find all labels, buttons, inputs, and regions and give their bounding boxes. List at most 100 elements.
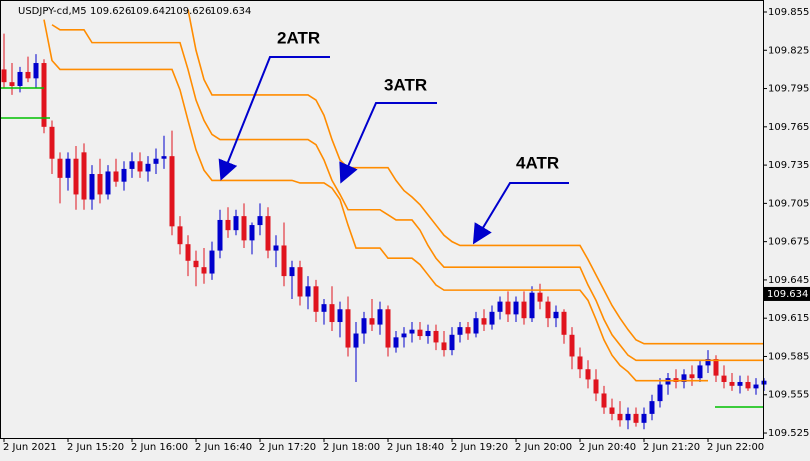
quote-value: 109.634	[210, 6, 251, 17]
y-tick-label: 109.615	[768, 313, 809, 324]
candle-body	[65, 158, 71, 178]
candle-body	[401, 333, 407, 338]
candle-body	[273, 245, 279, 251]
atr-line	[187, 9, 764, 345]
y-tick-label: 109.525	[768, 428, 809, 439]
candle-body	[561, 311, 567, 335]
candle-body	[1, 69, 7, 83]
y-tick-label: 109.765	[768, 122, 809, 133]
x-tick-label: 2 Jun 20:40	[579, 442, 636, 453]
candle-body	[81, 152, 87, 200]
candle-body	[169, 156, 175, 227]
x-tick-label: 2 Jun 20:00	[515, 442, 572, 453]
candle-body	[593, 379, 599, 394]
candle-body	[465, 327, 471, 334]
candle-body	[361, 318, 367, 334]
candle-body	[681, 374, 687, 382]
quote-value: 109.626	[90, 6, 131, 17]
x-tick-label: 2 Jun 16:00	[131, 442, 188, 453]
y-tick-label: 109.855	[768, 7, 809, 18]
candle-body	[369, 318, 375, 325]
candle-body	[345, 309, 351, 348]
candle-body	[297, 267, 303, 297]
candle-body	[289, 267, 295, 277]
candle-body	[41, 63, 47, 127]
candle-body	[649, 401, 655, 414]
x-tick-label: 2 Jun 17:20	[259, 442, 316, 453]
candle-body	[601, 393, 607, 408]
candle-body	[137, 161, 143, 172]
candle-body	[97, 174, 103, 195]
candle-body	[25, 71, 31, 79]
x-tick-label: 2 Jun 2021	[3, 442, 57, 453]
candle-body	[585, 369, 591, 380]
arrow	[472, 182, 569, 245]
candle-body	[161, 156, 167, 159]
candle-body	[697, 365, 703, 379]
candle-body	[577, 356, 583, 370]
candle-body	[569, 334, 575, 357]
candle-body	[153, 158, 159, 164]
candle-body	[201, 267, 207, 274]
candle-body	[57, 158, 63, 178]
candle-body	[705, 359, 711, 366]
candle-body	[545, 301, 551, 319]
candle-body	[417, 329, 423, 337]
x-tick-label: 2 Jun 19:20	[451, 442, 508, 453]
candle-body	[689, 374, 695, 379]
y-tick-label: 109.825	[768, 45, 809, 56]
candle-body	[449, 334, 455, 351]
candle-body	[505, 301, 511, 315]
candle-body	[265, 216, 271, 251]
candle-body	[553, 311, 559, 319]
candle-body	[129, 161, 135, 169]
candle-body	[497, 301, 503, 312]
candle-body	[249, 225, 255, 241]
candle-body	[729, 381, 735, 386]
candle-body	[745, 381, 751, 389]
x-tick-label: 2 Jun 18:40	[387, 442, 444, 453]
candle-body	[121, 168, 127, 182]
candle-body	[185, 244, 191, 261]
candle-body	[217, 219, 223, 251]
quote-value: 109.626	[170, 6, 211, 17]
candle-body	[441, 342, 447, 351]
candle-body	[329, 304, 335, 323]
candle-body	[473, 318, 479, 334]
candle-body	[609, 407, 615, 414]
candle-body	[713, 359, 719, 376]
candle-body	[9, 82, 15, 86]
price-box	[764, 286, 810, 301]
candle-body	[721, 375, 727, 382]
candle-body	[353, 333, 359, 348]
candle-body	[737, 381, 743, 386]
candle-body	[177, 226, 183, 245]
atr-line	[51, 24, 764, 362]
price-label: 109.634	[767, 289, 808, 300]
candle-body	[393, 337, 399, 348]
candle-body	[481, 318, 487, 325]
arrow	[218, 56, 330, 181]
candle-body	[113, 171, 119, 182]
candle-body	[657, 384, 663, 402]
candle-body	[313, 286, 319, 312]
x-tick-label: 2 Jun 22:00	[707, 442, 764, 453]
x-tick-label: 2 Jun 18:00	[323, 442, 380, 453]
candle-body	[425, 330, 431, 337]
y-tick-label: 109.705	[768, 198, 809, 209]
candle-body	[257, 216, 263, 226]
candle-body	[489, 311, 495, 325]
candle-body	[89, 174, 95, 200]
y-tick-label: 109.795	[768, 84, 809, 95]
y-tick-label: 109.735	[768, 160, 809, 171]
y-tick-label: 109.555	[768, 390, 809, 401]
y-tick-label: 109.645	[768, 275, 809, 286]
candle-body	[73, 158, 79, 195]
y-tick-label: 109.585	[768, 351, 809, 362]
candle-body	[33, 63, 39, 79]
candle-body	[433, 330, 439, 343]
candle-body	[49, 126, 55, 159]
candle-body	[377, 309, 383, 325]
candle-body	[17, 71, 23, 86]
candle-body	[633, 413, 639, 423]
